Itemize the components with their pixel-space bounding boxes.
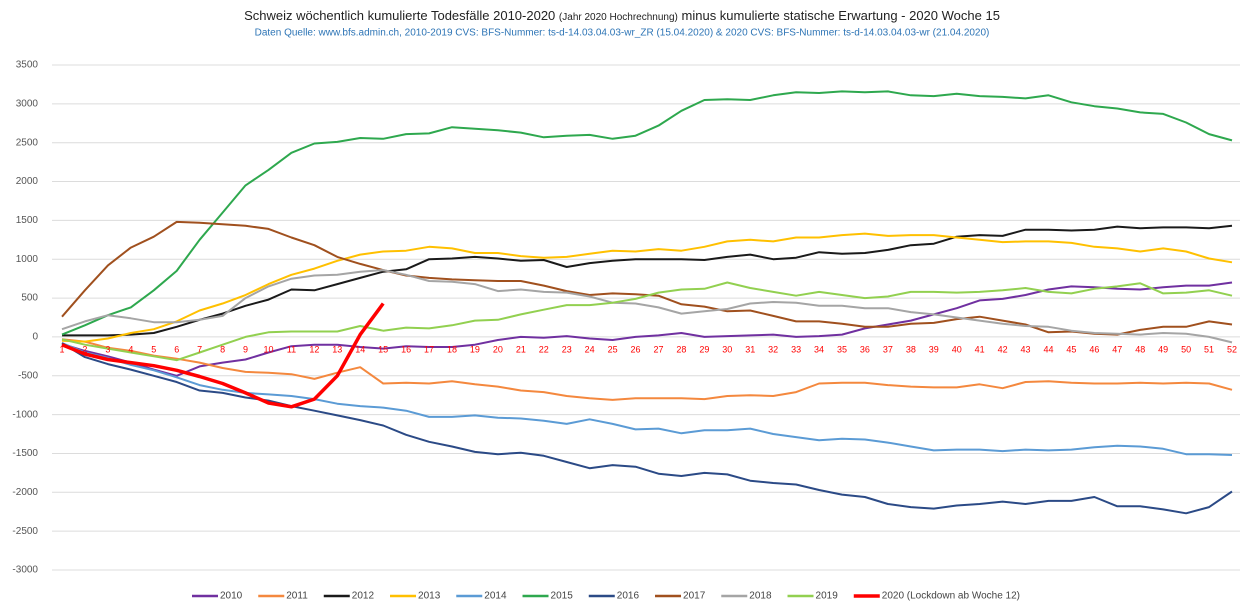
grid <box>52 64 1240 571</box>
legend-label: 2010 <box>220 591 243 601</box>
x-tick-label: 42 <box>998 344 1008 354</box>
x-tick-label: 1 <box>59 344 64 354</box>
legend: 2010 2011 2012 2013 2014 2015 2016 2017 2018 2019… <box>192 591 1020 601</box>
x-tick-label: 3 <box>105 344 110 354</box>
x-tick-label: 47 <box>1112 344 1122 354</box>
legend-label: 2020 (Lockdown ab Woche 12) <box>882 591 1020 601</box>
x-tick-label: 34 <box>814 344 824 354</box>
title-part: Schweiz wöchentlich kumulierte Todesfäll… <box>244 8 555 23</box>
x-tick-label: 19 <box>470 344 480 354</box>
legend-label: 2014 <box>484 591 507 601</box>
x-tick-label: 9 <box>243 344 248 354</box>
legend-label: 2017 <box>683 591 706 601</box>
x-tick-label: 41 <box>975 344 985 354</box>
x-tick-label: 16 <box>401 344 411 354</box>
x-tick-label: 20 <box>493 344 503 354</box>
y-tick-label: 2000 <box>16 176 39 187</box>
series-line <box>61 220 1233 336</box>
series-line <box>62 224 1233 337</box>
x-tick-label: 26 <box>631 344 641 354</box>
series-line <box>61 232 1233 343</box>
legend-label: 2016 <box>617 591 640 601</box>
series-line <box>61 90 1233 336</box>
x-tick-label: 17 <box>424 344 434 354</box>
x-tick-label: 31 <box>745 344 755 354</box>
y-tick-label: 3500 <box>16 60 39 71</box>
x-tick-label: 40 <box>952 344 962 354</box>
series-line <box>61 302 385 409</box>
x-tick-label: 35 <box>837 344 847 354</box>
x-tick-label: 12 <box>309 344 319 354</box>
x-tick-label: 22 <box>539 344 549 354</box>
y-tick-label: -1500 <box>12 448 38 459</box>
chart-subtitle: Daten Quelle: www.bfs.admin.ch, 2010-201… <box>255 28 990 39</box>
y-tick-label: -3000 <box>12 565 38 576</box>
series-line <box>61 269 1233 344</box>
y-tick-label: -2000 <box>12 487 38 498</box>
y-tick-label: -500 <box>18 370 38 381</box>
title-part: (Jahr 2020 Hochrechnung) <box>559 12 678 23</box>
series-line <box>61 338 1233 401</box>
x-tick-label: 11 <box>287 344 296 354</box>
legend-label: 2012 <box>352 591 375 601</box>
x-tick-label: 32 <box>768 344 778 354</box>
x-tick-label: 24 <box>585 344 595 354</box>
x-tick-label: 45 <box>1066 344 1076 354</box>
x-tick-label: 15 <box>378 344 388 354</box>
x-tick-label: 6 <box>174 344 179 354</box>
y-tick-label: 2500 <box>16 137 39 148</box>
lines <box>61 90 1233 515</box>
x-tick-label: 25 <box>608 344 618 354</box>
series-line <box>61 342 1233 456</box>
x-tick-label: 14 <box>355 344 365 354</box>
y-tick-label: -1000 <box>12 409 38 420</box>
x-tick-label: 50 <box>1181 344 1191 354</box>
x-tick-label: 33 <box>791 344 801 354</box>
x-tick-label: 51 <box>1204 344 1214 354</box>
series-line <box>61 281 1233 377</box>
y-tick-label: 1500 <box>16 215 39 226</box>
x-tick-label: 43 <box>1021 344 1031 354</box>
legend-label: 2015 <box>551 591 574 601</box>
legend-label: 2011 <box>286 591 308 601</box>
x-tick-label: 28 <box>676 344 686 354</box>
x-tick-label: 21 <box>516 344 526 354</box>
x-tick-label: 5 <box>151 344 156 354</box>
x-tick-label: 36 <box>860 344 870 354</box>
series-line <box>61 281 1233 362</box>
legend-label: 2019 <box>816 591 839 601</box>
x-tick-label: 23 <box>562 344 572 354</box>
x-tick-label: 7 <box>197 344 202 354</box>
x-tick-label: 39 <box>929 344 939 354</box>
y-tick-label: -2500 <box>12 526 38 537</box>
y-tick-label: 1000 <box>16 254 39 265</box>
legend-label: 2018 <box>749 591 772 601</box>
x-tick-label: 18 <box>447 344 457 354</box>
x-tick-label: 49 <box>1158 344 1168 354</box>
x-tick-label: 52 <box>1227 344 1237 354</box>
x-tick-label: 29 <box>699 344 709 354</box>
x-tick-label: 10 <box>263 344 273 354</box>
chart-title: Schweiz wöchentlich kumulierte Todesfäll… <box>244 8 1000 23</box>
y-tick-label: 500 <box>21 293 38 304</box>
x-tick-label: 37 <box>883 344 893 354</box>
title-part: minus kumulierte statische Erwartung - 2… <box>682 8 1000 23</box>
x-tick-label: 13 <box>332 344 342 354</box>
x-tick-label: 27 <box>653 344 663 354</box>
x-tick-label: 38 <box>906 344 916 354</box>
labels: -3000-2500-2000-1500-1000-50005001000150… <box>12 60 1237 576</box>
x-tick-label: 44 <box>1043 344 1053 354</box>
y-tick-label: 3000 <box>16 98 39 109</box>
y-tick-label: 0 <box>32 332 38 343</box>
legend-label: 2013 <box>418 591 441 601</box>
x-tick-label: 46 <box>1089 344 1099 354</box>
x-tick-label: 4 <box>128 344 133 354</box>
x-tick-label: 8 <box>220 344 225 354</box>
x-tick-label: 48 <box>1135 344 1145 354</box>
x-tick-label: 2 <box>82 344 87 354</box>
x-tick-label: 30 <box>722 344 732 354</box>
